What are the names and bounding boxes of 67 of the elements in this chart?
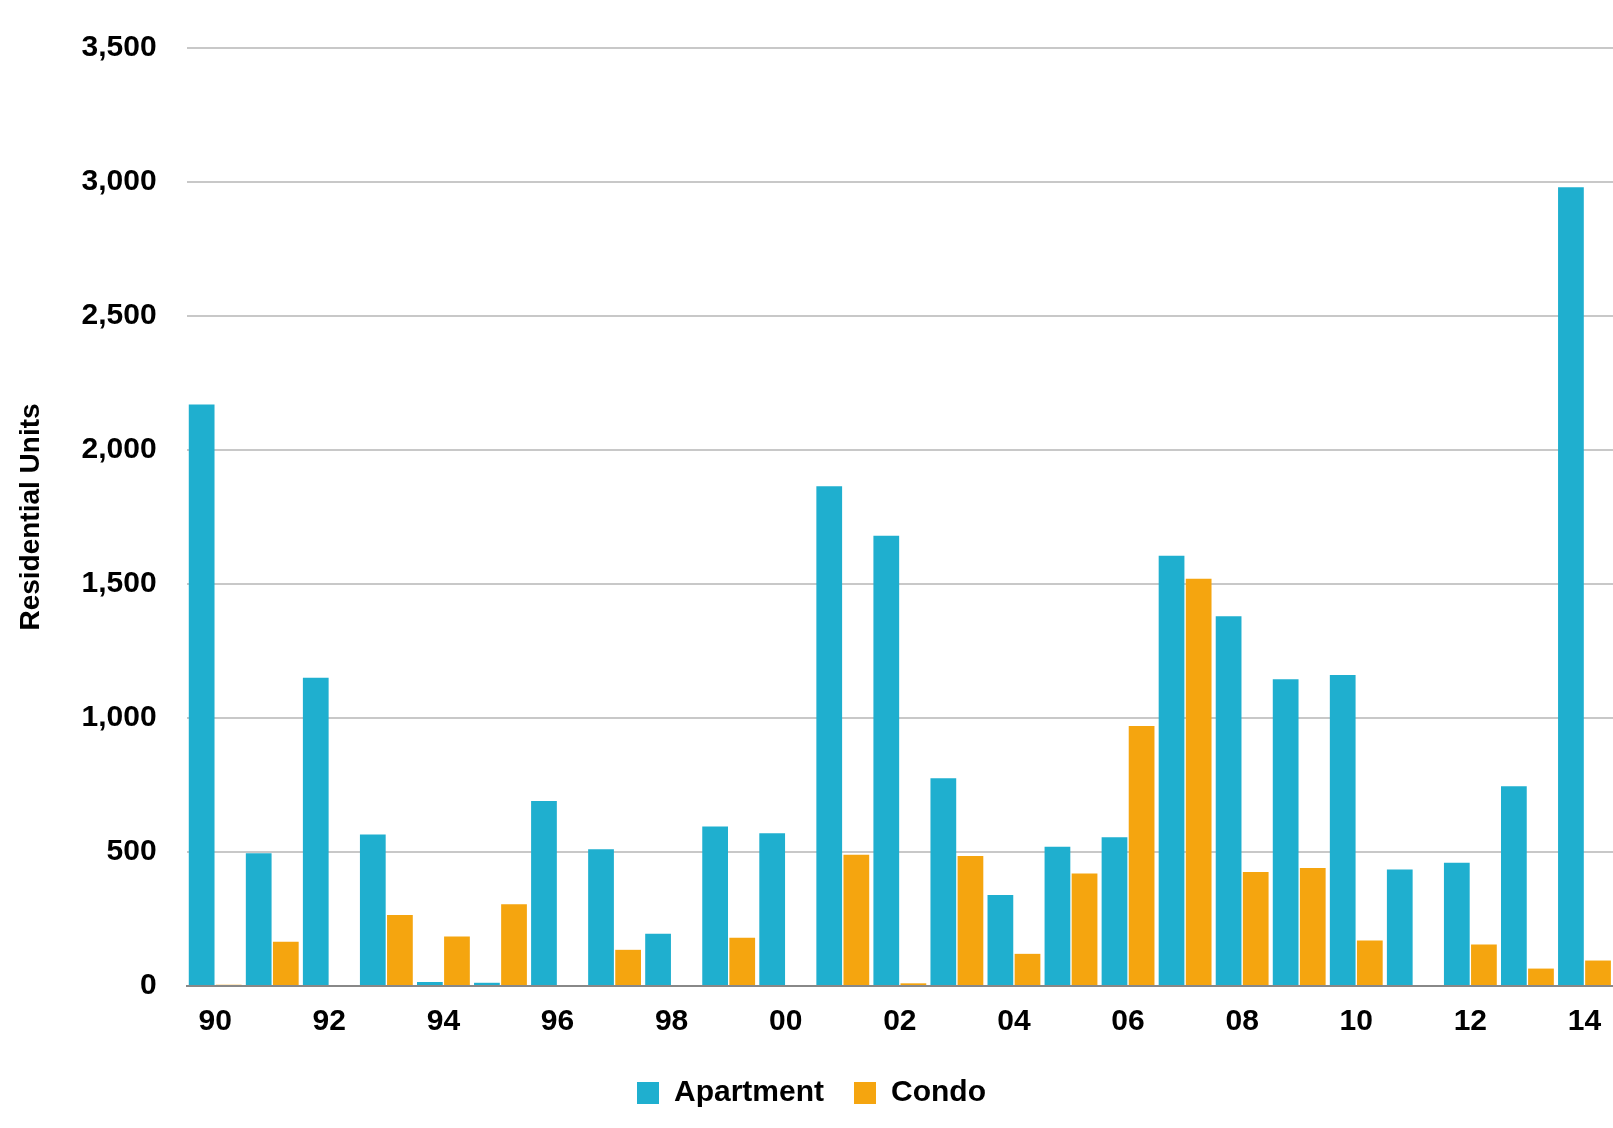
bar	[1101, 837, 1128, 985]
legend-label: Condo	[891, 1074, 986, 1108]
bar	[1215, 616, 1242, 985]
x-tick-label: 10	[1339, 1003, 1373, 1037]
bar	[1501, 786, 1527, 985]
bar	[873, 535, 900, 985]
bar	[474, 982, 500, 985]
bar	[245, 853, 272, 985]
y-tick-label: 2,500	[81, 297, 157, 331]
bar	[645, 933, 671, 985]
bar	[930, 778, 957, 985]
bar	[957, 856, 984, 985]
bar	[1471, 944, 1497, 985]
bar	[1329, 675, 1356, 985]
y-tick-label: 500	[106, 833, 157, 867]
bar	[302, 677, 329, 985]
bar	[531, 801, 557, 985]
y-tick-label: 2,000	[81, 431, 157, 465]
bar	[1014, 953, 1041, 985]
bar	[729, 937, 756, 985]
x-tick-label: 08	[1225, 1003, 1259, 1037]
bar	[588, 849, 614, 985]
y-tick-label: 3,500	[81, 29, 157, 63]
bar	[359, 834, 386, 985]
x-tick-label: 04	[997, 1003, 1031, 1037]
bar	[759, 833, 786, 985]
y-axis-title: Residential Units	[13, 403, 45, 631]
bar	[1443, 862, 1470, 985]
x-tick-label: 98	[654, 1003, 689, 1037]
bar	[1356, 940, 1383, 985]
bar	[1528, 968, 1554, 985]
bar	[1585, 960, 1611, 985]
x-tick-label: 02	[883, 1003, 917, 1037]
bar	[387, 914, 413, 985]
legend-label: Apartment	[674, 1074, 825, 1108]
bar	[1044, 846, 1071, 985]
bar	[1128, 726, 1155, 985]
bar	[188, 404, 215, 985]
y-tick-label: 0	[139, 967, 157, 1001]
bar	[1558, 187, 1584, 985]
y-tick-label: 3,000	[81, 163, 157, 197]
y-tick-label: 1,000	[81, 699, 157, 733]
bar	[1386, 869, 1413, 985]
bar	[1272, 679, 1299, 985]
bar	[416, 981, 443, 985]
bar	[1299, 868, 1326, 985]
x-tick-label: 90	[198, 1003, 232, 1037]
x-tick-label: 96	[540, 1003, 575, 1037]
x-tick-label: 92	[312, 1003, 346, 1037]
bar	[1158, 555, 1185, 985]
bar	[702, 826, 728, 985]
x-tick-label: 00	[769, 1003, 803, 1037]
bar	[1242, 872, 1269, 985]
bar	[843, 854, 870, 985]
bar	[272, 941, 299, 985]
bar	[501, 904, 527, 985]
y-tick-label: 1,500	[81, 565, 157, 599]
bar	[1185, 578, 1212, 985]
x-tick-label: 12	[1453, 1003, 1488, 1037]
bar	[615, 949, 641, 985]
x-tick-label: 14	[1567, 1003, 1602, 1037]
bar	[444, 936, 470, 985]
bar	[987, 894, 1014, 985]
bar	[1071, 873, 1098, 985]
x-tick-label: 06	[1111, 1003, 1145, 1037]
x-tick-label: 94	[426, 1003, 461, 1037]
bar	[816, 486, 843, 985]
